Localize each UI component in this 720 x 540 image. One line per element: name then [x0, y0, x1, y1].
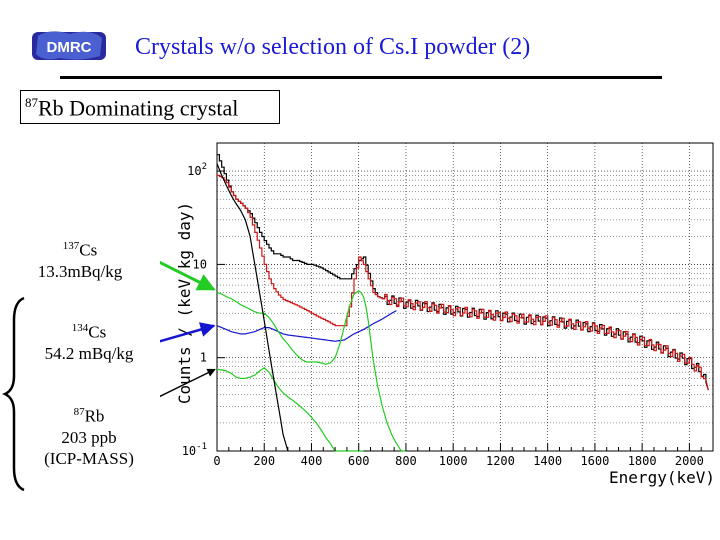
- title-divider: [60, 76, 662, 79]
- chart-series: [216, 154, 709, 452]
- x-axis-label: Energy(keV): [609, 468, 715, 487]
- x-tick-label: 1200: [486, 454, 515, 468]
- chart-axes: 0 200 400 600 800 1000 1200 1400 1600 1800 2000 10-…: [182, 162, 714, 468]
- page-title: Crystals w/o selection of Cs.I powder (2…: [135, 34, 531, 60]
- logo-text: DMRC: [47, 39, 92, 56]
- x-tick-label: 2000: [675, 454, 704, 468]
- cs137-activity: 13.3mBq/kg: [37, 261, 123, 281]
- y-tick-label: 10-1: [182, 442, 207, 458]
- dmrc-logo: DMRC: [32, 31, 106, 60]
- crystal-label-text: Rb Dominating crystal: [38, 95, 239, 121]
- x-tick-label: 0: [213, 454, 220, 468]
- cs137-element: Cs: [79, 240, 98, 260]
- x-tick-label: 600: [348, 454, 370, 468]
- y-tick-label: 102: [187, 162, 207, 178]
- series-line-4: [216, 290, 406, 452]
- cs134-element: Cs: [88, 322, 107, 342]
- x-tick-label: 200: [253, 454, 275, 468]
- cs137-mass: 137: [62, 240, 80, 252]
- x-tick-label: 800: [395, 454, 417, 468]
- x-tick-label: 400: [301, 454, 323, 468]
- crystal-label: 87Rb Dominating crystal: [25, 95, 238, 121]
- cs134-arrow: [160, 322, 216, 343]
- annotation-arrows: [160, 260, 216, 398]
- cs137-arrow: [160, 260, 216, 291]
- x-tick-label: 1600: [580, 454, 609, 468]
- cs134-symbol: 134Cs: [24, 318, 154, 343]
- logo-shape: [36, 31, 102, 60]
- rb87-arrow: [160, 368, 216, 398]
- y-tick-label: 1: [200, 351, 207, 365]
- spectrum-chart: 0 200 400 600 800 1000 1200 1400 1600 1800 2000 10-…: [160, 142, 715, 487]
- x-tick-label: 1400: [533, 454, 562, 468]
- series-line-3: [216, 310, 397, 342]
- series-line-6: [216, 163, 289, 452]
- crystal-label-box: 87Rb Dominating crystal: [20, 90, 280, 124]
- y-axis-label: Counts / (keV kg day): [175, 202, 194, 404]
- cs137-symbol: 137Cs: [20, 236, 140, 261]
- rb87-method: (ICP-MASS): [44, 448, 134, 468]
- crystal-isotope-mass: 87: [25, 95, 38, 110]
- cs134-mass: 134: [71, 322, 89, 334]
- cs137-annotation: 137Cs 13.3mBq/kg: [20, 236, 140, 282]
- y-tick-label: 10: [193, 257, 207, 271]
- cs134-rb87-brace: [2, 296, 25, 492]
- rb87-amount: 203 ppb: [61, 427, 117, 447]
- cs134-activity: 54.2 mBq/kg: [44, 343, 134, 363]
- rb87-mass: 87: [73, 406, 85, 418]
- cs134-annotation: 134Cs 54.2 mBq/kg: [24, 318, 154, 364]
- rb87-symbol: 87Rb: [24, 402, 154, 427]
- plot-frame: [216, 142, 714, 452]
- series-line-2: [217, 174, 709, 391]
- chart-grid: [216, 142, 714, 452]
- rb87-element: Rb: [84, 406, 105, 426]
- series-line-5: [216, 367, 364, 452]
- x-tick-label: 1800: [628, 454, 657, 468]
- rb87-annotation: 87Rb 203 ppb (ICP-MASS): [24, 402, 154, 469]
- x-tick-label: 1000: [439, 454, 468, 468]
